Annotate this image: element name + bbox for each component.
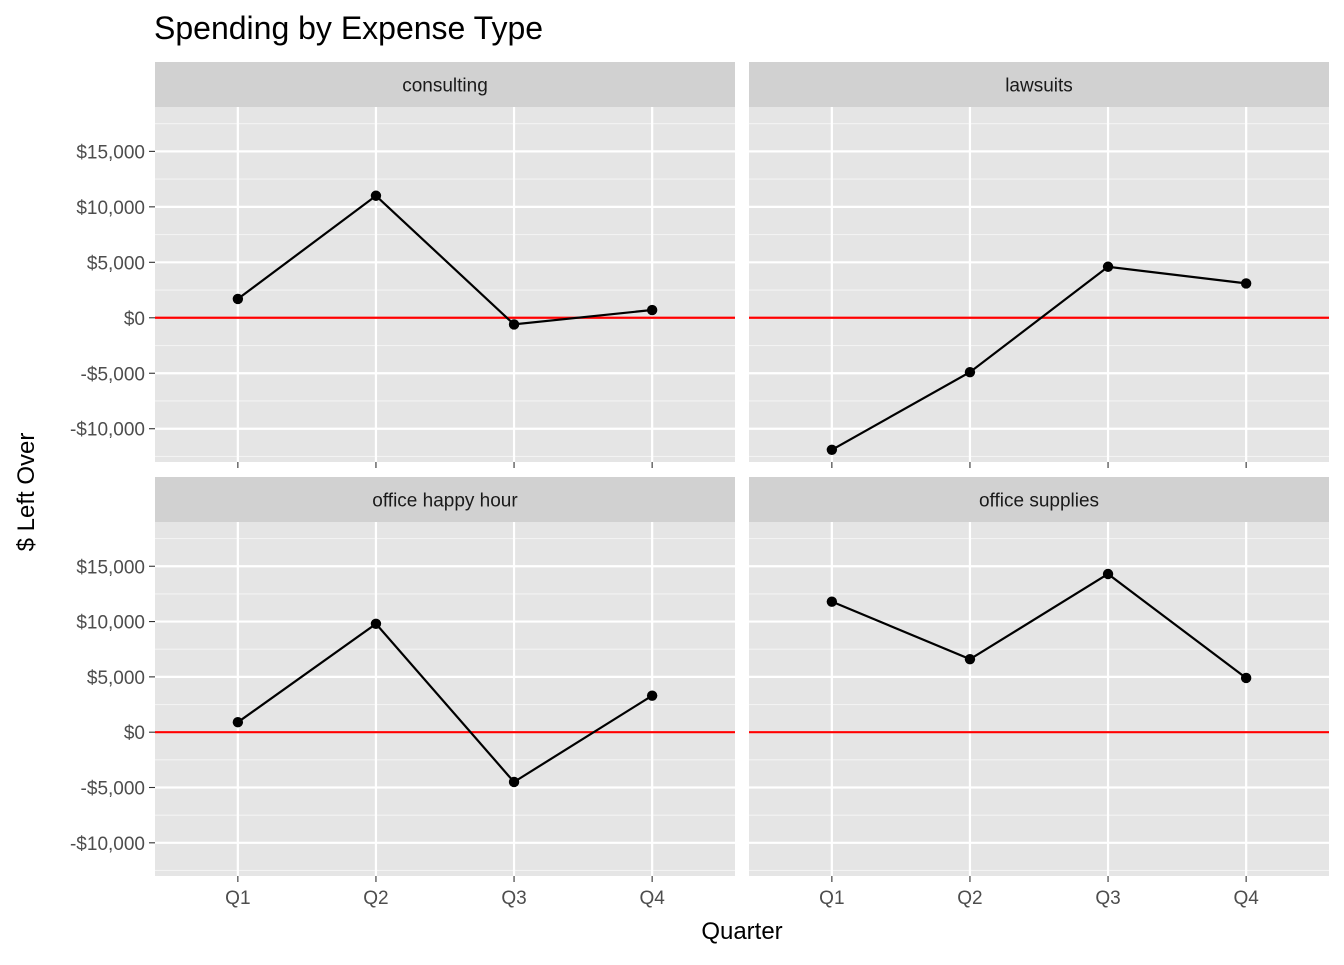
data-point (508, 776, 520, 788)
y-tick-label: $15,000 (76, 142, 145, 163)
data-point (370, 618, 382, 629)
chart-title: Spending by Expense Type (154, 10, 543, 46)
data-point (1102, 568, 1114, 580)
facet-strip (155, 62, 735, 107)
data-point (1102, 261, 1114, 272)
y-tick-label: $15,000 (76, 557, 145, 578)
facet-panel: office supplies Q1 Q2 Q3 Q4 (749, 477, 1329, 909)
data-point (1240, 672, 1252, 684)
data-point (232, 293, 244, 305)
facet-panel: lawsuits (749, 62, 1329, 468)
y-tick-label: $5,000 (87, 253, 145, 274)
data-point (508, 319, 520, 330)
facet-strip (749, 62, 1329, 107)
data-point (646, 690, 658, 701)
series-line (831, 265, 1247, 451)
y-tick-label: -$5,000 (81, 364, 145, 385)
data-point (646, 304, 658, 316)
data-point (826, 444, 838, 455)
data-point (370, 190, 382, 201)
panel-background (749, 522, 1329, 876)
data-point (232, 717, 244, 728)
y-axis-title: $ Left Over (13, 433, 40, 552)
x-tick-label: Q4 (639, 888, 665, 909)
panel-background (155, 107, 735, 462)
data-point (964, 653, 976, 665)
facet-strip-label: consulting (402, 76, 488, 97)
x-tick-label: Q2 (363, 888, 388, 909)
facet-panels: consulting -$10,000 -$5,000 $0 $5,000 $10,000… (70, 62, 1329, 909)
facet-strip (155, 477, 735, 522)
x-axis-title: Quarter (701, 918, 782, 945)
y-tick-label: $10,000 (76, 198, 145, 219)
data-point (1240, 278, 1252, 289)
facet-strip (749, 477, 1329, 522)
series-line (237, 194, 653, 326)
series-line (237, 622, 653, 784)
facet-strip-label: office happy hour (372, 491, 518, 512)
facet-panel: consulting -$10,000 -$5,000 $0 $5,000 $10,000… (70, 62, 735, 468)
x-tick-label: Q1 (225, 888, 250, 909)
series-line (831, 572, 1247, 679)
facet-strip-label: office supplies (979, 491, 1099, 512)
y-tick-label: -$5,000 (81, 779, 145, 800)
y-tick-label: $10,000 (76, 613, 145, 634)
y-tick-label: $5,000 (87, 668, 145, 689)
panel-background (749, 107, 1329, 462)
y-tick-label: -$10,000 (70, 834, 145, 855)
x-tick-label: Q1 (819, 888, 844, 909)
y-tick-label: -$10,000 (70, 420, 145, 441)
data-point (964, 366, 976, 378)
y-tick-label: $0 (124, 309, 145, 330)
panel-background (155, 522, 735, 876)
x-tick-label: Q2 (957, 888, 982, 909)
facet-panel: office happy hour -$10,000 -$5,000 $0 $5,000… (70, 477, 735, 909)
x-tick-label: Q4 (1233, 888, 1259, 909)
x-tick-label: Q3 (1095, 888, 1120, 909)
facet-strip-label: lawsuits (1005, 76, 1073, 97)
y-tick-label: $0 (124, 723, 145, 744)
data-point (826, 596, 838, 607)
x-tick-label: Q3 (501, 888, 526, 909)
